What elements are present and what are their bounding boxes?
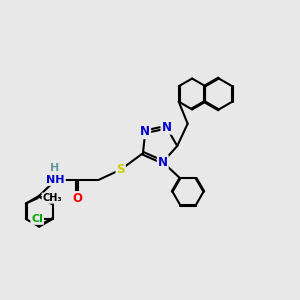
Text: NH: NH (46, 175, 65, 185)
Text: N: N (161, 121, 171, 134)
Text: Cl: Cl (31, 214, 43, 224)
Text: N: N (158, 156, 168, 169)
Text: CH₃: CH₃ (42, 193, 62, 203)
Text: H: H (50, 163, 60, 172)
Text: S: S (116, 163, 125, 176)
Text: N: N (140, 125, 150, 138)
Text: O: O (72, 192, 82, 205)
